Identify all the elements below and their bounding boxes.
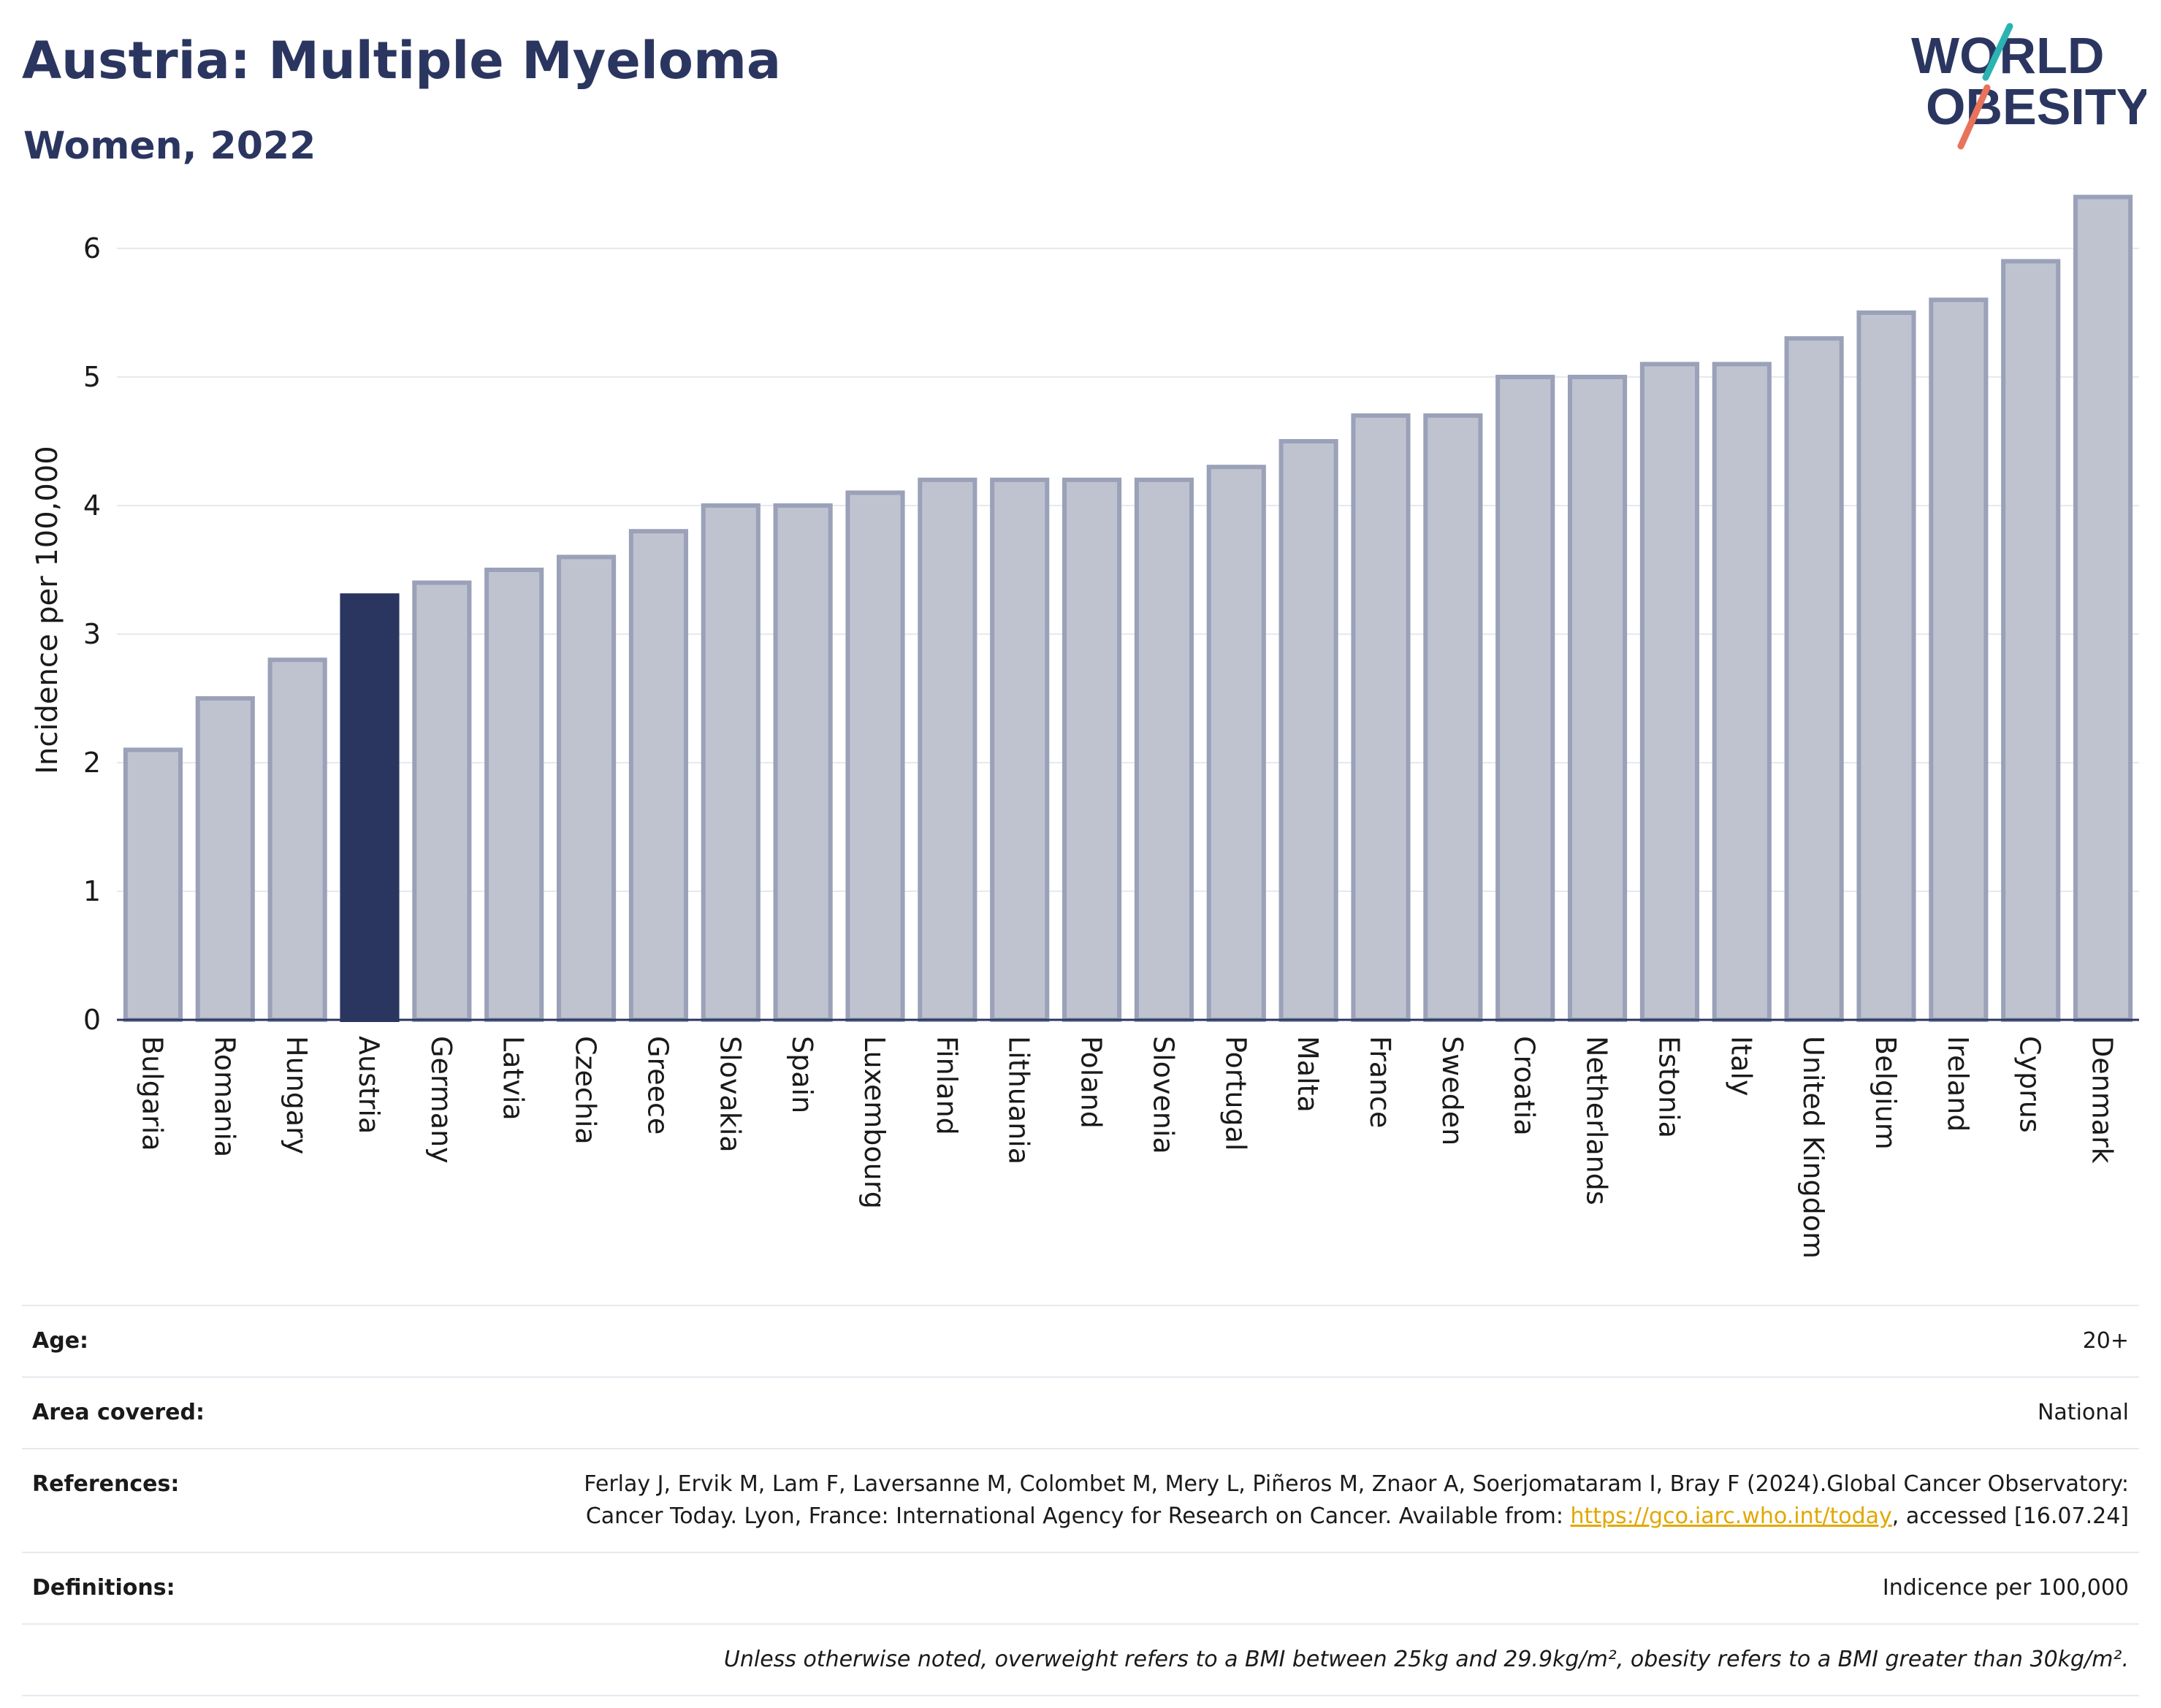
age-label: Age:	[32, 1328, 89, 1354]
y-tick-label: 2	[83, 747, 101, 779]
x-tick-label: Finland	[931, 1036, 963, 1135]
bar-germany	[412, 580, 472, 1022]
area-label: Area covered:	[32, 1400, 205, 1425]
info-row-definitions: Definitions: Indicence per 100,000	[22, 1552, 2139, 1623]
bar-ireland	[1929, 297, 1989, 1022]
bar-greece	[628, 529, 688, 1022]
bar-chart: 0 1 2 3 4 5 6 Bulgaria Romania Hungary Austria Germ…	[31, 194, 2139, 1259]
y-tick-label: 5	[83, 361, 101, 393]
area-value: National	[2037, 1400, 2129, 1425]
references-label: References:	[32, 1471, 180, 1497]
info-row-note: Unless otherwise noted, overweight refer…	[22, 1623, 2139, 1696]
x-tick-label: Luxembourg	[858, 1036, 891, 1209]
bar-luxembourg	[845, 490, 905, 1022]
x-tick-label: Romania	[208, 1036, 240, 1157]
info-row-references: References: Ferlay J, Ervik M, Lam F, La…	[22, 1448, 2139, 1552]
bar-latvia	[484, 568, 544, 1022]
x-tick-label: Germany	[425, 1036, 457, 1164]
info-row-area: Area covered: National	[22, 1376, 2139, 1448]
y-tick-label: 0	[83, 1004, 101, 1036]
y-tick-label: 3	[83, 618, 101, 650]
y-tick-label: 4	[83, 489, 101, 522]
bar-italy	[1712, 362, 1772, 1022]
x-tick-label: Bulgaria	[136, 1036, 168, 1151]
references-text: Ferlay J, Ervik M, Lam F, Laversanne M, …	[584, 1471, 2129, 1529]
x-tick-label: Estonia	[1653, 1036, 1685, 1138]
x-tick-label: Spain	[786, 1036, 818, 1113]
x-tick-label: Hungary	[281, 1036, 313, 1154]
definition-note: Unless otherwise noted, overweight refer…	[723, 1647, 2129, 1672]
bar-bulgaria	[123, 747, 183, 1023]
bar-malta	[1278, 439, 1338, 1022]
definitions-label: Definitions:	[32, 1575, 175, 1601]
bar-romania	[195, 696, 255, 1022]
bar-united-kingdom	[1784, 336, 1844, 1022]
tick-labels: 0 1 2 3 4 5 6 Bulgaria Romania Hungary Austria Germ…	[83, 232, 2119, 1259]
bar-lithuania	[990, 477, 1050, 1022]
bar-denmark	[2073, 194, 2133, 1023]
x-tick-label: Netherlands	[1581, 1036, 1613, 1205]
bar-poland	[1062, 477, 1122, 1022]
x-tick-label: Croatia	[1509, 1036, 1541, 1136]
logo-slash-teal	[1982, 23, 2013, 81]
bar-hungary	[267, 657, 327, 1022]
bars	[123, 194, 2133, 1023]
x-tick-label: Poland	[1075, 1036, 1108, 1129]
references-suffix: , accessed [16.07.24]	[1891, 1503, 2129, 1529]
x-tick-label: Slovenia	[1147, 1036, 1179, 1154]
definitions-value: Indicence per 100,000	[1882, 1575, 2129, 1601]
x-tick-label: Ireland	[1942, 1036, 1974, 1132]
info-table: Age: 20+ Area covered: National Referenc…	[22, 1305, 2139, 1696]
x-tick-label: Italy	[1725, 1036, 1757, 1096]
info-row-age: Age: 20+	[22, 1305, 2139, 1376]
bar-slovenia	[1134, 477, 1194, 1022]
bar-portugal	[1206, 465, 1266, 1022]
logo-line-obesity: OBESITY	[1926, 78, 2146, 135]
x-tick-label: France	[1364, 1036, 1396, 1128]
bar-slovakia	[701, 503, 761, 1022]
bar-austria	[340, 593, 400, 1022]
x-tick-label: Czechia	[570, 1036, 602, 1145]
references-value: Ferlay J, Ervik M, Lam F, Laversanne M, …	[558, 1468, 2129, 1533]
x-tick-label: Sweden	[1436, 1036, 1468, 1145]
x-tick-label: Austria	[353, 1036, 385, 1134]
x-tick-label: Slovakia	[714, 1036, 746, 1153]
bar-finland	[918, 477, 977, 1022]
bar-belgium	[1856, 310, 1916, 1022]
y-tick-label: 6	[83, 232, 101, 264]
x-tick-label: United Kingdom	[1797, 1036, 1829, 1259]
bar-france	[1351, 413, 1411, 1022]
logo-slash-coral	[1957, 84, 1991, 150]
bar-croatia	[1495, 375, 1555, 1022]
bar-spain	[773, 503, 833, 1022]
age-value: 20+	[2082, 1328, 2129, 1354]
chart-subtitle: Women, 2022	[23, 124, 316, 168]
x-tick-label: Lithuania	[1003, 1036, 1035, 1164]
world-obesity-logo: WORLD OBESITY	[1911, 23, 2146, 150]
x-tick-label: Denmark	[2086, 1036, 2119, 1164]
x-tick-label: Belgium	[1870, 1036, 1902, 1150]
y-tick-label: 1	[83, 875, 101, 907]
x-tick-label: Portugal	[1219, 1036, 1251, 1151]
references-link[interactable]: https://gco.iarc.who.int/today	[1570, 1503, 1892, 1529]
y-axis-label: Incidence per 100,000	[31, 446, 64, 774]
bar-czechia	[557, 554, 617, 1022]
bar-netherlands	[1568, 375, 1628, 1022]
bar-sweden	[1423, 413, 1483, 1022]
bar-cyprus	[2001, 259, 2061, 1023]
x-tick-label: Malta	[1292, 1036, 1324, 1113]
chart-title: Austria: Multiple Myeloma	[22, 31, 782, 91]
x-tick-label: Cyprus	[2014, 1036, 2046, 1133]
bar-estonia	[1639, 362, 1699, 1022]
x-tick-label: Latvia	[498, 1036, 530, 1121]
x-tick-label: Greece	[641, 1036, 674, 1135]
